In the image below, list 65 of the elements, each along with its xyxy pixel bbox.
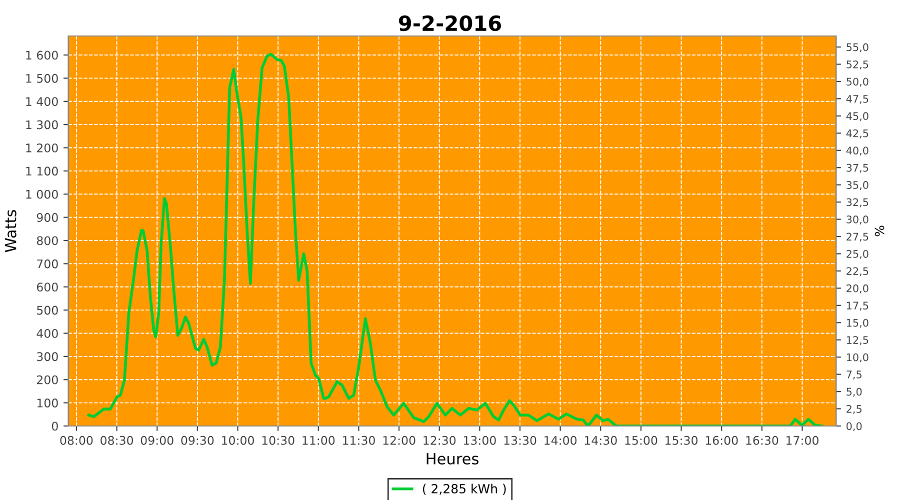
x-tick-label: 15:00	[625, 436, 658, 445]
x-axis-title: Heures	[426, 453, 478, 465]
y2-tick-label: 32,5	[846, 198, 868, 208]
legend-label: ( 2,285 kWh )	[422, 484, 506, 495]
y-tick-label: 200	[37, 375, 58, 384]
y-tick-label: 1 600	[26, 50, 58, 60]
y-tick-label: 1 200	[26, 143, 58, 152]
y-tick-label: 1 400	[26, 97, 58, 106]
y2-tick-label: 10,0	[846, 353, 868, 362]
y2-tick-label: 55,0	[846, 43, 868, 52]
y2-tick-label: 42,5	[846, 129, 868, 138]
y2-tick-label: 30,0	[846, 216, 868, 224]
x-tick-label: 13:00	[464, 436, 496, 445]
y2-tick-label: 15,0	[846, 318, 868, 328]
x-tick-label: 12:00	[383, 436, 416, 445]
y-tick-label: 900	[36, 213, 58, 222]
line-series	[87, 52, 824, 426]
x-tick-label: 14:00	[544, 436, 577, 445]
y2-tick-label: 12,5	[846, 336, 868, 346]
y-tick-label: 1 500	[26, 74, 58, 83]
x-tick-label: 14:30	[584, 436, 617, 445]
y2-tick-label: 45,0	[846, 112, 868, 122]
y2-axis-title: %	[874, 226, 884, 236]
x-tick-label: 12:30	[424, 436, 456, 445]
x-tick-label: 15:30	[666, 436, 698, 445]
y2-tick-label: 27,5	[846, 232, 868, 242]
y2-tick-label: 47,5	[846, 95, 868, 104]
x-tick-label: 11:30	[342, 436, 375, 445]
x-tick-label: 09:30	[181, 436, 214, 445]
y2-tick-label: 52,5	[846, 60, 868, 70]
x-tick-label: 08:30	[100, 436, 134, 445]
y-tick-label: 700	[37, 259, 58, 268]
y-tick-label: 300	[37, 352, 58, 362]
y2-tick-label: 5,0	[846, 388, 862, 397]
y-tick-label: 1 000	[26, 190, 58, 199]
y2-tick-label: 0,0	[846, 422, 862, 432]
y2-tick-label: 50,0	[846, 78, 868, 87]
y2-tick-label: 37,5	[846, 164, 868, 173]
y-tick-label: 500	[37, 306, 58, 315]
y2-tick-label: 40,0	[846, 146, 868, 156]
y-tick-label: 1 300	[26, 120, 58, 130]
chart-title: 9-2-2016	[398, 15, 502, 32]
y2-tick-label: 2,5	[846, 405, 862, 414]
x-tick-label: 17:00	[786, 436, 818, 445]
y2-tick-label: 25,0	[846, 250, 868, 259]
y2-tick-label: 20,0	[846, 284, 868, 294]
y2-tick-label: 7,5	[846, 370, 862, 380]
y-tick-label: 1 100	[26, 166, 58, 176]
x-tick-label: 10:30	[262, 436, 294, 445]
x-tick-label: 16:30	[746, 436, 778, 445]
y-tick-label: 400	[36, 328, 58, 338]
y-tick-label: 0	[52, 422, 58, 431]
y2-tick-label: 22,5	[846, 267, 868, 276]
y-tick-label: 100	[37, 398, 58, 408]
x-tick-label: 16:00	[706, 436, 738, 445]
x-tick-label: 10:00	[222, 436, 254, 445]
x-tick-label: 08:00	[60, 436, 93, 445]
y-tick-label: 600	[36, 282, 58, 292]
x-tick-label: 11:00	[302, 436, 335, 445]
y-tick-label: 800	[36, 236, 58, 246]
x-tick-label: 13:30	[504, 436, 536, 445]
y-axis-title: Watts	[5, 210, 16, 252]
x-tick-label: 09:00	[140, 436, 174, 445]
y2-tick-label: 35,0	[846, 181, 868, 190]
y2-tick-label: 17,5	[846, 302, 868, 311]
